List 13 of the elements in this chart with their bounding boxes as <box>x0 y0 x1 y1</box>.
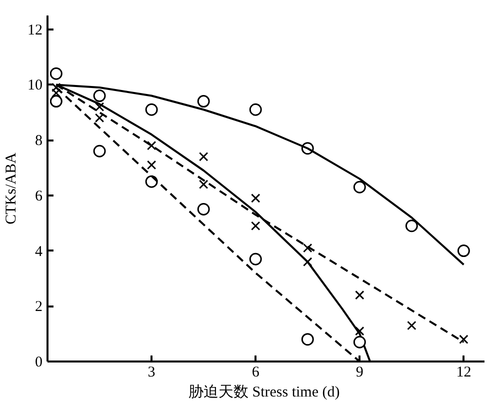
y-axis-title: CTKs/ABA <box>4 152 20 224</box>
y-tick-label: 0 <box>35 354 42 370</box>
x-tick-label: 3 <box>148 364 156 380</box>
y-tick-label: 12 <box>28 22 42 38</box>
y-tick-label: 8 <box>35 133 42 150</box>
y-tick-label: 10 <box>28 78 42 94</box>
y-tick-label: 2 <box>35 299 42 316</box>
x-tick-label: 6 <box>252 364 260 380</box>
x-tick-label: 9 <box>356 364 364 380</box>
x-tick-label: 12 <box>456 364 472 380</box>
y-tick-label: 4 <box>35 244 43 260</box>
y-tick-label: 6 <box>35 188 43 204</box>
x-axis-title: 胁迫天数 Stress time (d) <box>188 384 340 400</box>
